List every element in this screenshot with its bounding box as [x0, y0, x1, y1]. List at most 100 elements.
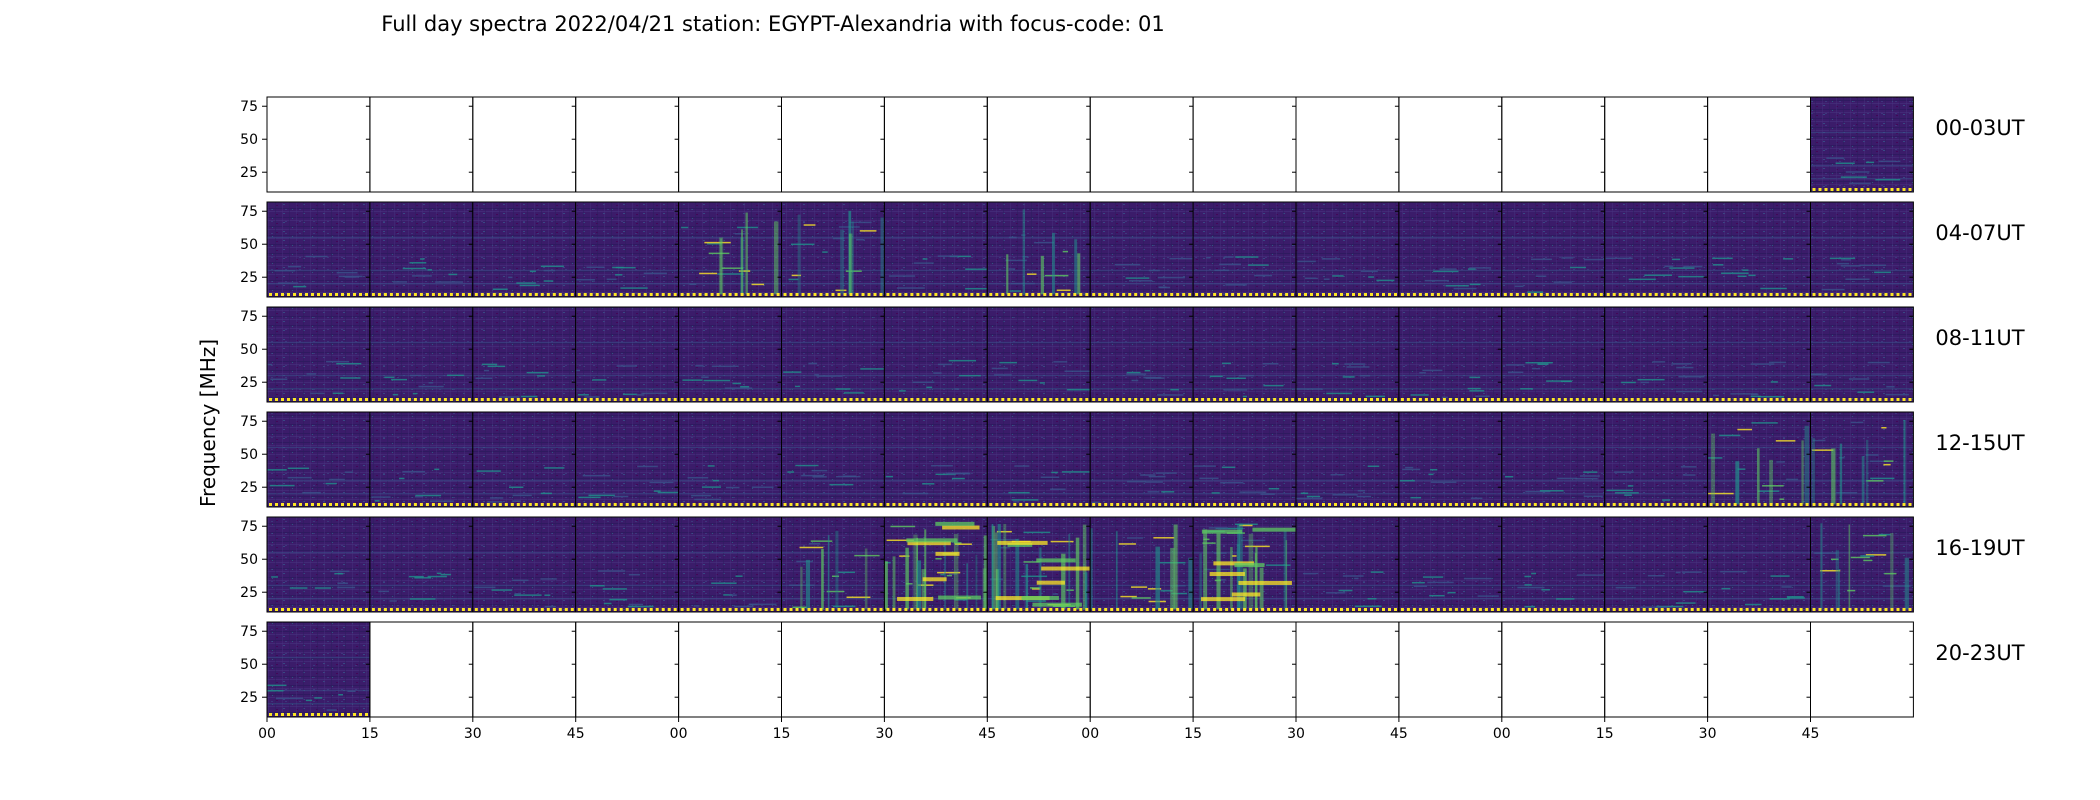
baseline-marker	[1334, 398, 1337, 401]
baseline-marker	[952, 608, 956, 611]
baseline-marker	[1134, 293, 1138, 296]
baseline-marker	[976, 608, 980, 611]
baseline-marker	[667, 398, 671, 401]
interference-line	[1398, 598, 1502, 600]
baseline-marker	[1400, 608, 1404, 611]
baseline-marker	[722, 293, 726, 296]
baseline-marker	[1872, 293, 1876, 296]
signal-streak	[540, 492, 552, 495]
baseline-marker	[801, 398, 805, 401]
signal-streak	[1862, 534, 1887, 537]
baseline-marker	[317, 608, 320, 611]
baseline-marker	[607, 398, 611, 401]
signal-streak	[1720, 570, 1748, 573]
baseline-marker	[449, 503, 453, 506]
interference-line	[1398, 446, 1502, 449]
signal-streak	[1332, 275, 1344, 277]
radio-burst	[821, 548, 824, 610]
baseline-marker	[347, 293, 350, 296]
baseline-marker	[1406, 293, 1410, 296]
baseline-marker	[1201, 608, 1205, 611]
interference-line	[781, 269, 885, 272]
baseline-marker	[335, 398, 338, 401]
baseline-marker	[504, 398, 508, 401]
baseline-marker	[1636, 293, 1640, 296]
interference-line	[472, 584, 576, 587]
baseline-marker	[1328, 293, 1331, 296]
spectrum-panel	[1192, 201, 1297, 298]
signal-streak	[948, 573, 958, 575]
baseline-marker	[1690, 398, 1694, 401]
radio-burst	[1090, 528, 1093, 610]
baseline-marker	[1866, 293, 1870, 296]
panel-frame	[986, 621, 1091, 718]
radio-burst	[718, 237, 724, 295]
baseline-marker	[1207, 503, 1211, 506]
signal-streak	[831, 575, 840, 578]
signal-streak	[1469, 376, 1481, 379]
signal-streak	[1342, 376, 1355, 378]
baseline-marker	[492, 293, 496, 296]
baseline-marker	[1170, 398, 1174, 401]
signal-streak	[1682, 571, 1702, 573]
baseline-marker	[377, 293, 381, 296]
baseline-marker	[413, 503, 417, 506]
signal-streak	[1034, 241, 1054, 244]
baseline-marker	[347, 608, 350, 611]
baseline-marker	[1322, 503, 1325, 506]
signal-streak	[788, 584, 815, 586]
baseline-marker	[347, 398, 350, 401]
signal-streak	[330, 570, 350, 573]
baseline-marker	[1878, 188, 1882, 191]
baseline-marker	[1237, 503, 1241, 506]
baseline-marker	[904, 293, 908, 296]
baseline-marker	[601, 608, 605, 611]
radio-burst	[1006, 254, 1009, 295]
baseline-marker	[746, 503, 750, 506]
signal-streak	[1737, 428, 1753, 431]
panel-frame	[1295, 621, 1400, 718]
baseline-marker	[976, 503, 980, 506]
spectrum-texture	[1398, 412, 1502, 507]
baseline-marker	[970, 398, 974, 401]
baseline-marker	[1490, 293, 1494, 296]
baseline-marker	[1503, 398, 1507, 401]
baseline-marker	[1908, 188, 1912, 191]
baseline-marker	[1116, 608, 1120, 611]
signal-streak	[1011, 499, 1039, 501]
baseline-marker	[1031, 608, 1035, 611]
signal-streak	[954, 543, 972, 545]
signal-streak	[1399, 479, 1415, 482]
interference-line	[369, 479, 473, 482]
signal-streak	[305, 699, 313, 702]
baseline-marker	[1769, 608, 1773, 611]
baseline-marker	[269, 398, 272, 401]
baseline-marker	[1061, 608, 1065, 611]
spectrum-panel	[369, 96, 474, 193]
signal-streak	[1306, 495, 1321, 498]
baseline-marker	[1599, 608, 1603, 611]
interference-line	[678, 341, 782, 344]
baseline-marker	[783, 293, 787, 296]
spectrum-panel	[1089, 201, 1194, 298]
interference-line	[1193, 493, 1296, 495]
interference-line	[884, 598, 988, 600]
baseline-marker	[1176, 293, 1180, 296]
signal-streak	[514, 594, 542, 596]
baseline-marker	[522, 503, 526, 506]
baseline-marker	[1539, 608, 1543, 611]
baseline-marker	[649, 503, 653, 506]
baseline-marker	[1394, 608, 1397, 611]
signal-streak	[334, 572, 344, 575]
baseline-marker	[1866, 503, 1870, 506]
signal-streak	[1719, 434, 1741, 437]
signal-streak	[1206, 256, 1211, 259]
signal-streak	[409, 374, 422, 377]
signal-streak	[1614, 492, 1639, 494]
x-tick-label: 30	[1287, 726, 1305, 742]
panel-frame	[266, 96, 371, 193]
baseline-marker	[1364, 608, 1367, 611]
baseline-marker	[722, 503, 726, 506]
baseline-marker	[1842, 398, 1846, 401]
baseline-marker	[801, 503, 805, 506]
